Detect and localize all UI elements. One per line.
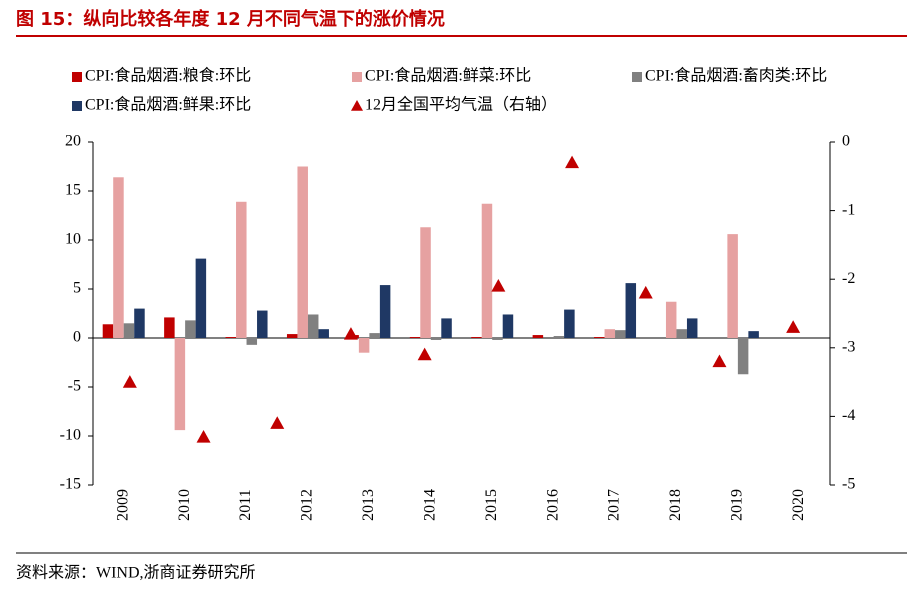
bar: [195, 258, 207, 338]
bar: [430, 338, 442, 340]
legend-label: CPI:食品烟酒:鲜菜:环比: [365, 67, 531, 85]
bar: [358, 338, 370, 353]
x-tick-label: 2009: [114, 489, 131, 521]
bar: [318, 329, 329, 338]
bar: [665, 301, 677, 338]
bar: [737, 338, 749, 375]
y-tick-label: 0: [73, 329, 81, 346]
legend-label: 12月全国平均气温（右轴）: [365, 96, 557, 114]
legend-swatch: [72, 72, 82, 82]
bar: [471, 337, 482, 338]
x-tick-label: 2019: [729, 489, 746, 521]
x-tick-label: 2015: [483, 489, 500, 521]
y2-tick-label: -4: [842, 407, 855, 424]
bar: [727, 234, 738, 338]
bar: [307, 314, 319, 338]
x-tick-label: 2017: [606, 489, 623, 521]
y-tick-label: 5: [73, 280, 81, 297]
bar: [225, 337, 237, 338]
legend-swatch: [72, 101, 82, 111]
bar: [615, 330, 626, 338]
temperature-marker: [638, 285, 653, 299]
y2-tick-label: -3: [842, 338, 855, 355]
x-tick-label: 2011: [237, 489, 254, 520]
temperature-marker: [343, 327, 358, 340]
temperature-marker: [491, 279, 506, 292]
y2-tick-label: -5: [842, 476, 855, 493]
x-tick-label: 2014: [421, 489, 438, 521]
temperature-marker: [712, 354, 727, 368]
bar: [102, 324, 114, 338]
temperature-marker: [196, 429, 211, 443]
bar: [748, 331, 759, 338]
temperature-marker: [786, 320, 801, 333]
legend-swatch: [632, 72, 642, 82]
bar: [532, 335, 544, 338]
bar: [625, 283, 637, 338]
y2-tick-label: -1: [842, 201, 855, 218]
temperature-marker: [565, 155, 580, 169]
bar: [492, 338, 503, 340]
y-tick-label: -10: [60, 427, 81, 444]
bar: [686, 318, 698, 338]
bar: [409, 337, 421, 338]
bar: [297, 166, 308, 338]
bar: [286, 334, 298, 338]
bar: [185, 320, 196, 338]
bar: [113, 177, 124, 338]
temperature-marker: [270, 416, 285, 429]
x-tick-label: 2016: [544, 489, 561, 521]
bar: [502, 314, 514, 338]
legend-label: CPI:食品烟酒:畜肉类:环比: [645, 67, 827, 85]
legend-label: CPI:食品烟酒:粮食:环比: [85, 67, 251, 85]
bar: [134, 308, 145, 338]
x-tick-label: 2018: [667, 489, 684, 521]
legend-swatch: [351, 100, 363, 111]
bar: [123, 323, 135, 338]
legend-label: CPI:食品烟酒:鲜果:环比: [85, 96, 251, 114]
bar: [257, 310, 268, 338]
bar: [420, 227, 431, 338]
legend-swatch: [352, 72, 362, 82]
bar: [246, 338, 258, 345]
temperature-marker: [122, 375, 137, 388]
y-tick-label: 15: [65, 182, 81, 199]
bar: [369, 333, 380, 338]
y-tick-label: -5: [68, 378, 81, 395]
chart-title: 图 15：纵向比较各年度 12 月不同气温下的涨价情况: [16, 8, 445, 30]
bar: [174, 338, 186, 431]
x-tick-label: 2020: [790, 489, 807, 521]
bar: [441, 318, 452, 338]
bar: [564, 309, 575, 338]
x-tick-label: 2013: [360, 489, 377, 521]
source: 资料来源：WIND,浙商证券研究所: [16, 564, 256, 582]
bar: [164, 317, 175, 338]
bar: [481, 203, 493, 338]
bar: [379, 285, 391, 338]
y2-tick-label: -2: [842, 270, 855, 287]
bar: [553, 336, 565, 338]
y-tick-label: 10: [65, 231, 81, 248]
y2-tick-label: 0: [842, 133, 850, 150]
x-tick-label: 2012: [299, 489, 316, 521]
bar: [676, 329, 687, 338]
temperature-marker: [417, 347, 432, 361]
bar: [604, 329, 616, 338]
y-tick-label: -15: [60, 476, 81, 493]
x-tick-label: 2010: [176, 489, 193, 521]
bar: [236, 201, 247, 338]
bar: [594, 337, 605, 338]
y-tick-label: 20: [65, 133, 81, 150]
